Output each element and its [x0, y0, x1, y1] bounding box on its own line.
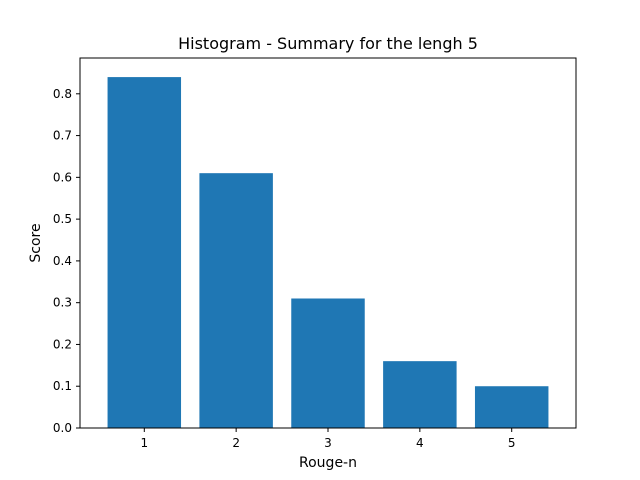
x-axis-label: Rouge-n [299, 455, 357, 471]
y-ticks-group: 0.0 0.1 0.2 0.3 0.4 0.5 0.6 0.7 0.8 [53, 87, 80, 435]
y-tick-label-5: 0.5 [53, 212, 72, 226]
x-tick-label-2: 2 [232, 436, 240, 450]
plot-frame [79, 57, 577, 429]
x-tick-label-3: 3 [324, 436, 332, 450]
chart-title: Histogram - Summary for the lengh 5 [178, 34, 478, 53]
x-tick-label-5: 5 [508, 436, 516, 450]
bars-group [107, 77, 549, 428]
y-tick-label-2: 0.2 [53, 337, 72, 351]
bar-rouge-1 [107, 77, 182, 428]
bar-rouge-3 [291, 298, 365, 428]
y-tick-label-8: 0.8 [53, 87, 72, 101]
x-tick-label-1: 1 [140, 436, 148, 450]
y-tick-label-6: 0.6 [53, 170, 72, 184]
x-tick-label-4: 4 [416, 436, 424, 450]
x-ticks-group: 1 2 3 4 5 [140, 428, 516, 450]
bar-rouge-4 [383, 361, 457, 428]
bar-rouge-2 [199, 173, 273, 428]
y-tick-label-1: 0.1 [53, 379, 72, 393]
y-tick-label-3: 0.3 [53, 296, 72, 310]
y-tick-label-0: 0.0 [53, 421, 72, 435]
bar-rouge-5 [474, 386, 549, 428]
y-axis-label: Score [28, 223, 44, 262]
y-tick-label-4: 0.4 [53, 254, 72, 268]
y-tick-label-7: 0.7 [53, 129, 72, 143]
